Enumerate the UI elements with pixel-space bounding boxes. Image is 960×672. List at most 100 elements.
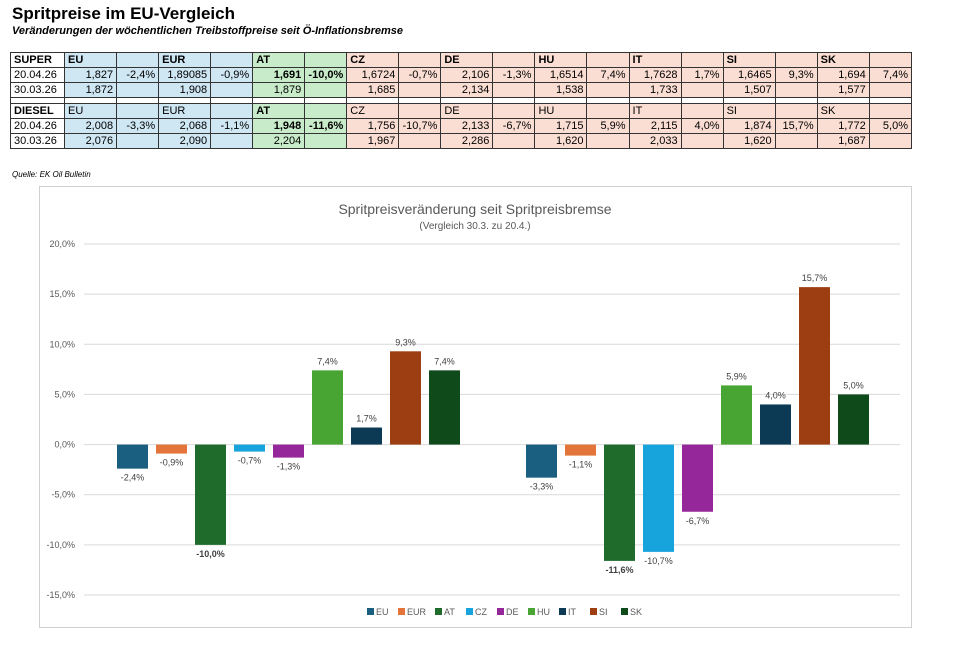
empty-cell (304, 133, 348, 149)
header-spacer (868, 52, 913, 68)
country-header: CZ (346, 103, 400, 119)
legend-label-it: IT (568, 607, 577, 617)
change-cell: -0,9% (210, 67, 254, 83)
bar-chart: Spritpreisveränderung seit Spritpreisbre… (46, 201, 900, 617)
legend-label-cz: CZ (475, 607, 487, 617)
change-cell: 7,4% (586, 67, 630, 83)
legend-swatch-cz (466, 608, 473, 615)
date-cell: 30.03.26 (9, 133, 66, 149)
header-spacer (774, 52, 818, 68)
bar-it-diesel (760, 404, 791, 445)
price-cell: 1,6465 (722, 67, 776, 83)
legend-label-eu: EU (376, 607, 389, 617)
country-header: SK (816, 103, 870, 119)
empty-cell (492, 82, 536, 98)
legend-swatch-sk (621, 608, 628, 615)
price-cell: 2,008 (64, 118, 118, 134)
legend-swatch-hu (528, 608, 535, 615)
data-label: 7,4% (434, 356, 455, 366)
bar-at-super (195, 444, 226, 545)
legend-swatch-eu (367, 608, 374, 615)
data-label: -2,4% (121, 473, 145, 483)
price-cell: 2,133 (440, 118, 494, 134)
page-subtitle: Veränderungen der wöchentlichen Treibsto… (12, 25, 403, 37)
diesel-row-current: 20.04.26 2,008 -3,3% 2,068 -1,1% 1,948 -11,6% 1… (9, 118, 913, 134)
change-cell: -3,3% (116, 118, 160, 134)
empty-cell (398, 82, 442, 98)
row-label: DIESEL (9, 103, 66, 119)
bar-eur-diesel (565, 444, 596, 456)
price-cell: 1,872 (64, 82, 118, 98)
empty-cell (868, 82, 913, 98)
legend-swatch-eur (398, 608, 405, 615)
header-spacer (398, 103, 442, 119)
change-cell: 9,3% (774, 67, 818, 83)
chart-area: Spritpreisveränderung seit Spritpreisbre… (39, 186, 912, 628)
date-cell: 20.04.26 (9, 67, 66, 83)
bar-eur-super (156, 444, 187, 454)
price-table: SUPER EU EUR AT CZ DE HU IT SI SK 20.04.26 1,827 -2,… (9, 52, 913, 149)
price-cell: 2,068 (158, 118, 212, 134)
country-header: SI (722, 103, 776, 119)
legend-label-eur: EUR (407, 607, 427, 617)
price-cell: 1,89085 (158, 67, 212, 83)
empty-cell (398, 133, 442, 149)
data-label: -0,9% (160, 458, 184, 468)
data-label: -0,7% (238, 456, 262, 466)
data-label: 4,0% (765, 390, 786, 400)
y-tick-label: -10,0% (46, 540, 75, 550)
change-cell: -10,7% (398, 118, 442, 134)
empty-cell (680, 82, 724, 98)
date-cell: 30.03.26 (9, 82, 66, 98)
price-cell: 1,967 (346, 133, 400, 149)
data-label: -10,7% (644, 556, 673, 566)
header-spacer (868, 103, 913, 119)
price-cell: 1,733 (628, 82, 682, 98)
y-tick-label: -5,0% (51, 490, 75, 500)
bar-eu-super (117, 444, 148, 469)
page-title: Spritpreise im EU-Vergleich (12, 4, 235, 23)
change-cell: 7,4% (868, 67, 913, 83)
legend-label-hu: HU (537, 607, 550, 617)
data-label: 5,9% (726, 371, 747, 381)
bar-si-super (390, 351, 421, 445)
price-cell: 1,620 (722, 133, 776, 149)
change-cell: -10,0% (304, 67, 348, 83)
change-cell: 5,0% (868, 118, 913, 134)
empty-cell (210, 133, 254, 149)
empty-cell (680, 133, 724, 149)
legend-label-sk: SK (630, 607, 642, 617)
price-cell: 1,620 (534, 133, 588, 149)
price-cell: 1,6514 (534, 67, 588, 83)
diesel-row-previous: 30.03.26 2,076 2,090 2,204 1,967 2,286 1,620 2,… (9, 133, 913, 149)
header-spacer (116, 52, 160, 68)
header-spacer (680, 52, 724, 68)
y-tick-label: 15,0% (49, 289, 75, 299)
header-spacer (398, 52, 442, 68)
price-cell: 1,715 (534, 118, 588, 134)
data-label: 15,7% (802, 273, 828, 283)
price-cell: 2,076 (64, 133, 118, 149)
data-label: 7,4% (317, 356, 338, 366)
price-cell: 1,6724 (346, 67, 400, 83)
y-tick-label: 20,0% (49, 239, 75, 249)
empty-cell (868, 133, 913, 149)
legend-swatch-de (497, 608, 504, 615)
country-header: DE (440, 103, 494, 119)
price-cell: 1,756 (346, 118, 400, 134)
data-label: 5,0% (843, 380, 864, 390)
price-cell: 1,538 (534, 82, 588, 98)
data-label: 1,7% (356, 414, 377, 424)
change-cell: -2,4% (116, 67, 160, 83)
country-header: EUR (158, 52, 212, 68)
price-cell: 2,286 (440, 133, 494, 149)
price-cell: 1,908 (158, 82, 212, 98)
empty-cell (116, 82, 160, 98)
chart-title: Spritpreisveränderung seit Spritpreisbre… (338, 201, 611, 217)
empty-cell (304, 82, 348, 98)
empty-cell (210, 82, 254, 98)
header-spacer (492, 52, 536, 68)
legend-label-at: AT (444, 607, 455, 617)
header-spacer (116, 103, 160, 119)
bar-si-diesel (799, 287, 830, 445)
